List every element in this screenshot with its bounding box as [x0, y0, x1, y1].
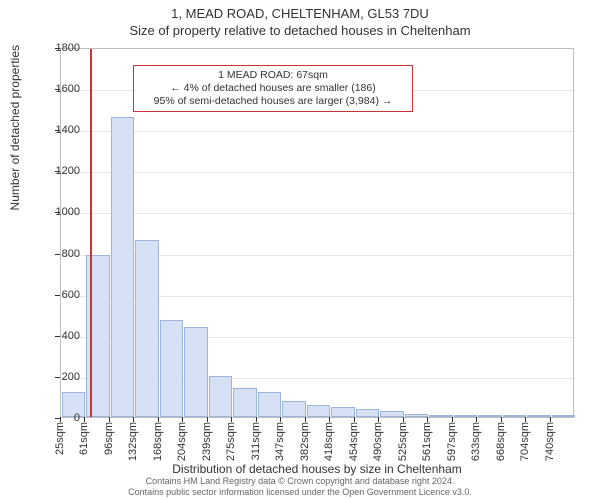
x-tick-label: 597sqm: [446, 422, 458, 461]
plot-area-wrap: 1 MEAD ROAD: 67sqm ← 4% of detached hous…: [60, 48, 574, 418]
x-tick-label: 61sqm: [78, 422, 90, 455]
histogram-bar: [454, 415, 477, 417]
x-tick-label: 239sqm: [201, 422, 213, 461]
x-tick-label: 525sqm: [397, 422, 409, 461]
histogram-bar: [233, 388, 256, 417]
property-marker-line: [90, 49, 92, 417]
x-tick-label: 311sqm: [250, 422, 262, 460]
chart-container: 1, MEAD ROAD, CHELTENHAM, GL53 7DU Size …: [0, 0, 600, 500]
histogram-bar: [527, 415, 550, 417]
histogram-bar: [307, 405, 330, 417]
x-tick-label: 204sqm: [176, 422, 188, 461]
x-tick-label: 418sqm: [323, 422, 335, 461]
plot-area: 1 MEAD ROAD: 67sqm ← 4% of detached hous…: [60, 48, 574, 418]
footer-line-2: Contains public sector information licen…: [0, 487, 600, 498]
y-tick-label: 600: [40, 289, 80, 301]
annotation-line-2: ← 4% of detached houses are smaller (186…: [140, 82, 406, 95]
title-line-2: Size of property relative to detached ho…: [0, 23, 600, 40]
x-axis-label: Distribution of detached houses by size …: [60, 462, 574, 476]
y-tick-label: 1400: [40, 124, 80, 136]
x-tick-label: 740sqm: [544, 422, 556, 461]
x-tick-label: 382sqm: [299, 422, 311, 461]
histogram-bar: [356, 409, 379, 417]
x-tick-label: 704sqm: [519, 422, 531, 461]
y-tick-label: 0: [40, 412, 80, 424]
x-tick-label: 490sqm: [372, 422, 384, 461]
histogram-bar: [331, 407, 354, 417]
chart-titles: 1, MEAD ROAD, CHELTENHAM, GL53 7DU Size …: [0, 0, 600, 40]
histogram-bar: [405, 414, 428, 417]
x-tick-label: 347sqm: [274, 422, 286, 461]
y-tick-label: 1800: [40, 42, 80, 54]
x-tick-label: 633sqm: [470, 422, 482, 461]
histogram-bar: [380, 411, 403, 417]
x-tick-label: 668sqm: [495, 422, 507, 461]
y-tick-label: 1000: [40, 206, 80, 218]
x-tick-label: 96sqm: [103, 422, 115, 455]
histogram-bar: [429, 415, 452, 417]
title-line-1: 1, MEAD ROAD, CHELTENHAM, GL53 7DU: [0, 6, 600, 23]
x-tick-label: 561sqm: [421, 422, 433, 461]
histogram-bar: [282, 401, 305, 417]
y-tick-label: 1600: [40, 83, 80, 95]
y-tick-label: 1200: [40, 165, 80, 177]
histogram-bar: [111, 117, 134, 417]
y-tick-label: 800: [40, 248, 80, 260]
histogram-bar: [258, 392, 281, 417]
histogram-bar: [209, 376, 232, 417]
annotation-box: 1 MEAD ROAD: 67sqm ← 4% of detached hous…: [133, 65, 413, 112]
annotation-line-3: 95% of semi-detached houses are larger (…: [140, 95, 406, 108]
histogram-bar: [135, 240, 158, 417]
footer-attribution: Contains HM Land Registry data © Crown c…: [0, 476, 600, 498]
histogram-bar: [184, 327, 207, 417]
x-tick-label: 25sqm: [54, 422, 66, 455]
histogram-bar: [552, 415, 575, 417]
y-tick-label: 400: [40, 330, 80, 342]
footer-line-1: Contains HM Land Registry data © Crown c…: [0, 476, 600, 487]
x-tick-label: 275sqm: [225, 422, 237, 461]
histogram-bar: [160, 320, 183, 417]
histogram-bar: [503, 415, 526, 417]
histogram-bar: [478, 415, 501, 417]
annotation-line-1: 1 MEAD ROAD: 67sqm: [140, 69, 406, 82]
x-tick-label: 454sqm: [348, 422, 360, 461]
x-tick-label: 132sqm: [127, 422, 139, 461]
y-axis-label: Number of detached properties: [8, 0, 22, 230]
x-tick-label: 168sqm: [152, 422, 164, 461]
y-tick-label: 200: [40, 371, 80, 383]
